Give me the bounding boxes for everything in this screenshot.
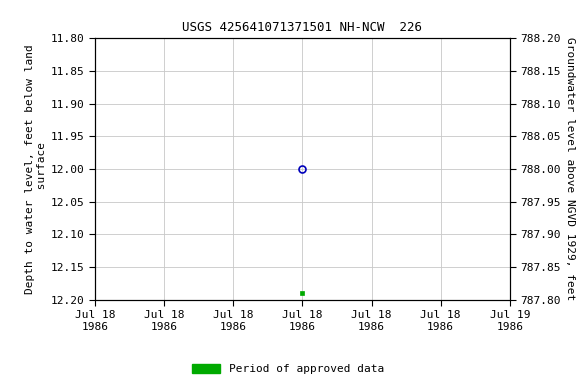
Y-axis label: Groundwater level above NGVD 1929, feet: Groundwater level above NGVD 1929, feet — [565, 37, 575, 301]
Y-axis label: Depth to water level, feet below land
 surface: Depth to water level, feet below land su… — [25, 44, 47, 294]
Legend: Period of approved data: Period of approved data — [188, 359, 388, 379]
Title: USGS 425641071371501 NH-NCW  226: USGS 425641071371501 NH-NCW 226 — [183, 22, 422, 35]
